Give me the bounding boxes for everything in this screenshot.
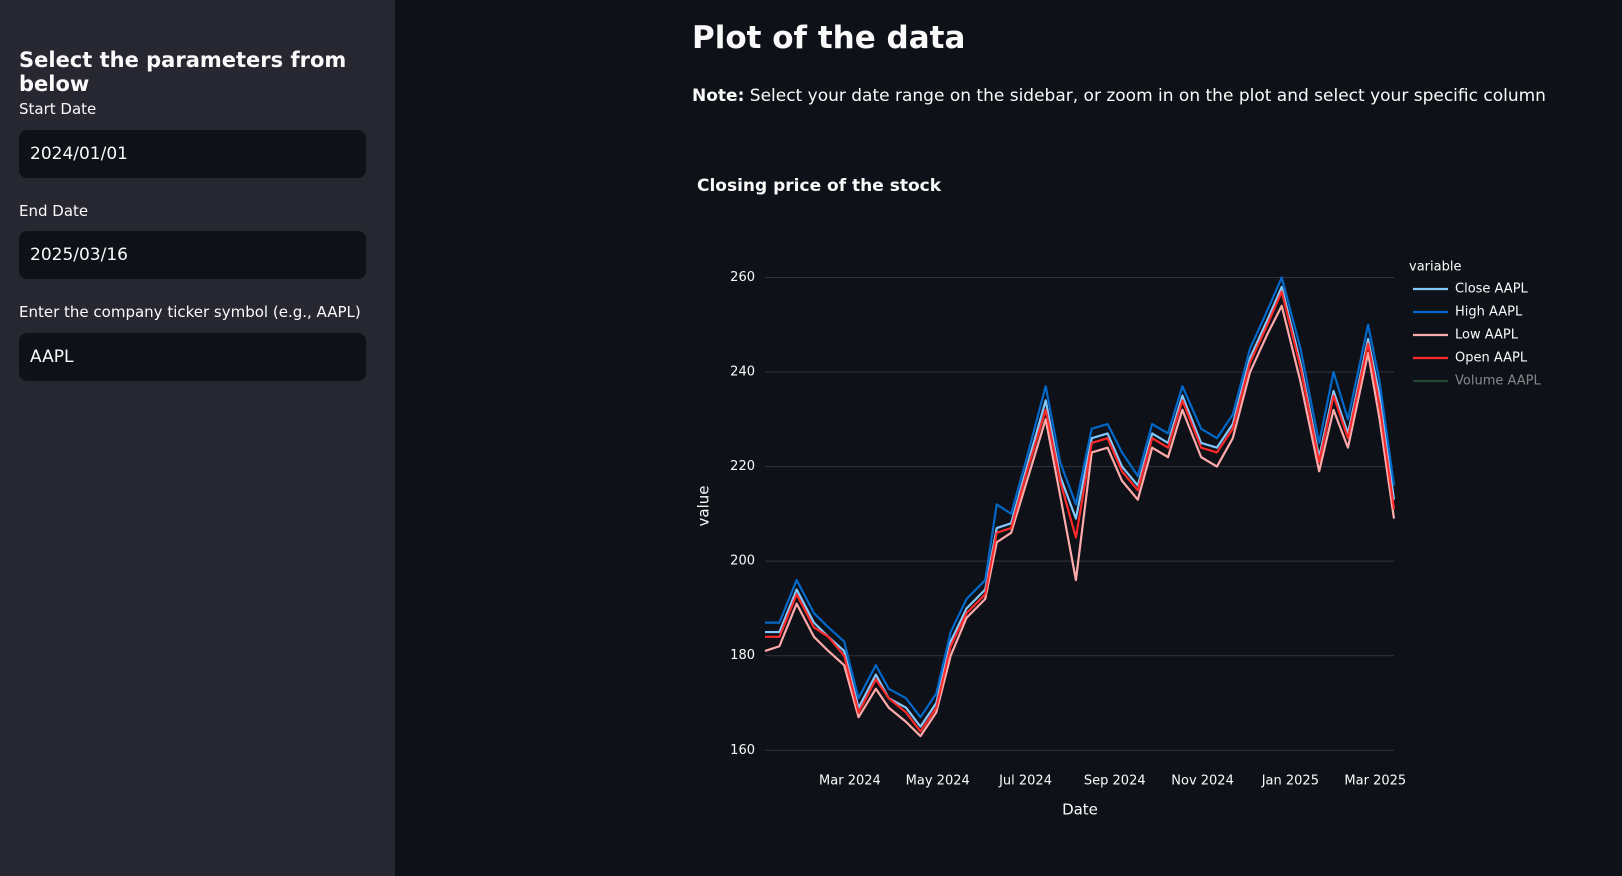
y-tick-label: 180	[730, 648, 755, 663]
series-line	[765, 276, 1396, 719]
legend-label[interactable]: Open AAPL	[1455, 351, 1528, 366]
field-label: Start Date	[19, 100, 97, 118]
note: Note: Select your date range on the side…	[692, 86, 1546, 106]
page-title: Plot of the data	[692, 20, 966, 56]
x-tick-label: Nov 2024	[1171, 774, 1234, 789]
field-label: Enter the company ticker symbol (e.g., A…	[19, 303, 361, 321]
y-tick-label: 160	[730, 743, 755, 758]
legend-label[interactable]: High AAPL	[1455, 305, 1523, 320]
y-tick-label: 260	[730, 270, 755, 285]
x-tick-label: May 2024	[906, 774, 970, 789]
x-axis-label: Date	[1062, 801, 1098, 819]
note-label: Note:	[692, 86, 745, 106]
legend-label[interactable]: Low AAPL	[1455, 328, 1519, 343]
legend-title: variable	[1409, 260, 1461, 275]
sidebar-header: Select the parameters from below	[19, 48, 347, 96]
field-label: End Date	[19, 202, 89, 220]
y-tick-label: 220	[730, 459, 755, 474]
x-tick-label: Sep 2024	[1084, 774, 1146, 789]
series-line	[765, 285, 1396, 728]
series-line	[765, 290, 1396, 733]
note-text: Select your date range on the sidebar, o…	[749, 86, 1546, 106]
x-tick-label: Mar 2025	[1344, 774, 1406, 789]
y-tick-label: 200	[730, 554, 755, 569]
x-tick-label: Jan 2025	[1261, 774, 1319, 789]
legend-label[interactable]: Close AAPL	[1455, 282, 1529, 297]
text-input[interactable]: AAPL	[19, 333, 366, 381]
date-input[interactable]: 2024/01/01	[19, 130, 366, 178]
chart-title: Closing price of the stock	[697, 176, 942, 196]
y-axis-label: value	[695, 486, 713, 527]
x-tick-label: Jul 2024	[998, 774, 1052, 789]
y-tick-label: 240	[730, 365, 755, 380]
sidebar: Select the parameters from below Start D…	[0, 0, 395, 876]
date-input[interactable]: 2025/03/16	[19, 231, 366, 279]
legend-label[interactable]: Volume AAPL	[1455, 374, 1541, 389]
x-tick-label: Mar 2024	[819, 774, 881, 789]
series-line	[764, 304, 1396, 738]
